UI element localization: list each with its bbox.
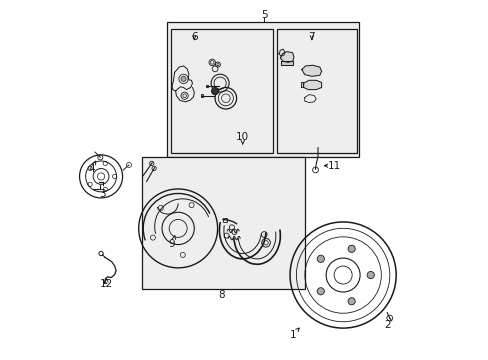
Circle shape xyxy=(347,245,354,252)
Text: 10: 10 xyxy=(236,132,249,142)
Bar xyxy=(142,157,305,289)
Polygon shape xyxy=(301,65,321,76)
Text: 3: 3 xyxy=(100,189,106,199)
Text: 4: 4 xyxy=(88,164,95,174)
Circle shape xyxy=(366,271,373,279)
Text: 7: 7 xyxy=(308,32,315,42)
Circle shape xyxy=(317,288,324,295)
Text: 1: 1 xyxy=(289,330,296,340)
Text: 2: 2 xyxy=(384,320,390,330)
Polygon shape xyxy=(303,80,321,90)
Circle shape xyxy=(181,76,185,81)
Polygon shape xyxy=(280,51,293,62)
Circle shape xyxy=(317,255,324,262)
Text: 9: 9 xyxy=(168,239,175,249)
Circle shape xyxy=(347,298,354,305)
Bar xyxy=(223,218,227,222)
Polygon shape xyxy=(281,61,293,65)
Bar xyxy=(167,22,359,157)
Text: 12: 12 xyxy=(100,279,113,289)
Bar xyxy=(171,30,273,153)
Text: 6: 6 xyxy=(191,32,197,42)
Bar xyxy=(206,85,207,87)
Polygon shape xyxy=(278,49,285,56)
Circle shape xyxy=(211,87,218,95)
Text: 5: 5 xyxy=(261,10,267,20)
Polygon shape xyxy=(301,82,303,87)
Bar xyxy=(201,94,202,97)
Bar xyxy=(276,30,357,153)
Text: 8: 8 xyxy=(218,290,224,300)
Text: 11: 11 xyxy=(327,161,340,171)
